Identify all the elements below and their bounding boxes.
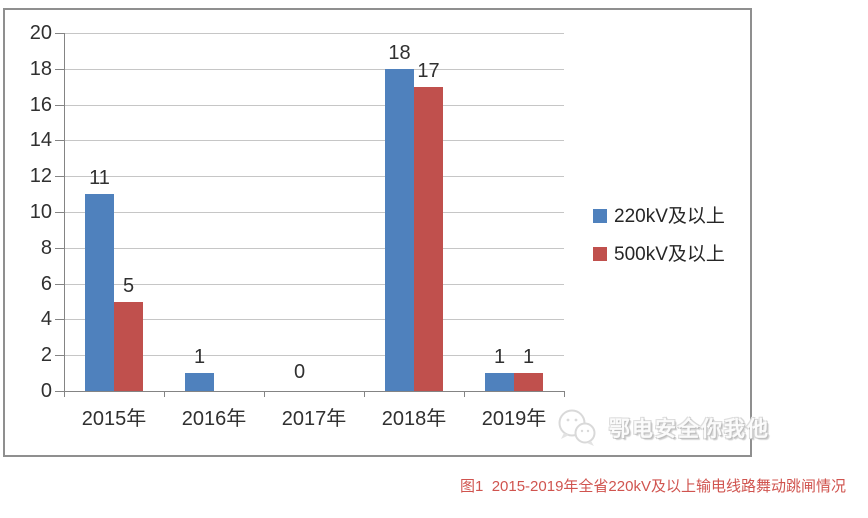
value-label: 11 [89,167,110,190]
y-tick-label: 0 [40,380,52,402]
bar-segment [414,86,443,391]
gridline [64,176,564,178]
x-tick-label: 2019年 [481,408,547,430]
watermark-text: 鄂电安全你我他 [609,418,770,441]
y-tick-label: 20 [29,22,52,44]
y-axis-tick [55,140,64,142]
value-label: 1 [522,346,535,369]
gridline [64,355,564,357]
bar-segment [514,373,543,391]
y-tick-label: 14 [29,129,52,152]
gridline [64,104,564,106]
gridline [64,283,564,285]
value-label: 17 [417,59,440,82]
x-axis-tick [64,391,65,397]
gridline [64,319,564,321]
bar-segment [485,373,514,391]
x-axis-line [64,391,564,392]
gridline [64,247,564,249]
legend-item-220kv: 220kV及以上 [593,205,725,227]
legend-label: 220kV及以上 [614,205,725,227]
y-tick-label: 6 [40,272,52,295]
y-tick-label: 12 [29,165,52,188]
value-label: 1 [493,346,506,369]
figure-caption: 图1 2015-2019年全省220kV及以上输电线路舞动跳闸情况 [460,478,846,495]
gridline [64,140,564,142]
x-tick-label: 2015年 [81,408,147,430]
gridline [64,212,564,213]
bar-segment [85,194,114,391]
bar-segment [385,68,414,391]
x-tick-label: 2016年 [181,408,247,430]
bar-segment [185,373,214,391]
y-axis-tick [55,68,64,70]
y-tick-label: 2 [40,344,52,367]
y-tick-label: 4 [40,308,52,331]
legend-swatch-red [593,247,607,261]
y-tick-label: 16 [29,93,52,116]
legend-label: 500kV及以上 [614,243,725,265]
value-label: 0 [293,361,306,383]
value-label: 18 [388,41,411,64]
y-tick-label: 18 [29,57,52,80]
y-axis-tick [55,319,64,321]
y-tick-label: 10 [29,201,52,223]
x-axis-tick [464,391,465,397]
x-axis-tick [564,391,565,397]
chat-bubbles-logo-icon [558,409,596,446]
y-axis-tick [55,212,64,213]
x-axis-tick [264,391,265,397]
x-axis-tick [164,391,165,397]
y-axis-line [64,33,65,397]
gridline [64,33,564,34]
x-axis-tick [364,391,365,397]
y-axis-tick [55,247,64,249]
y-axis-tick [55,283,64,285]
chart-area: 0 2 4 6 8 10 12 14 16 18 20 2015年 11 5 2016年 1 2017年 0 201… [3,8,768,457]
y-tick-label: 8 [40,236,52,259]
value-label: 1 [193,346,206,369]
y-axis-tick [55,391,64,392]
gridline [64,68,564,70]
y-axis-tick [55,355,64,357]
bar-segment [114,301,143,391]
watermark: 鄂电安全你我他 [555,408,770,448]
legend-item-500kv: 500kV及以上 [593,243,725,265]
x-tick-label: 2018年 [381,408,447,430]
y-axis-tick [55,33,64,34]
y-axis-tick [55,104,64,106]
x-tick-label: 2017年 [281,408,347,430]
value-label: 5 [122,274,135,297]
legend-swatch-blue [593,209,607,223]
y-axis-tick [55,176,64,178]
